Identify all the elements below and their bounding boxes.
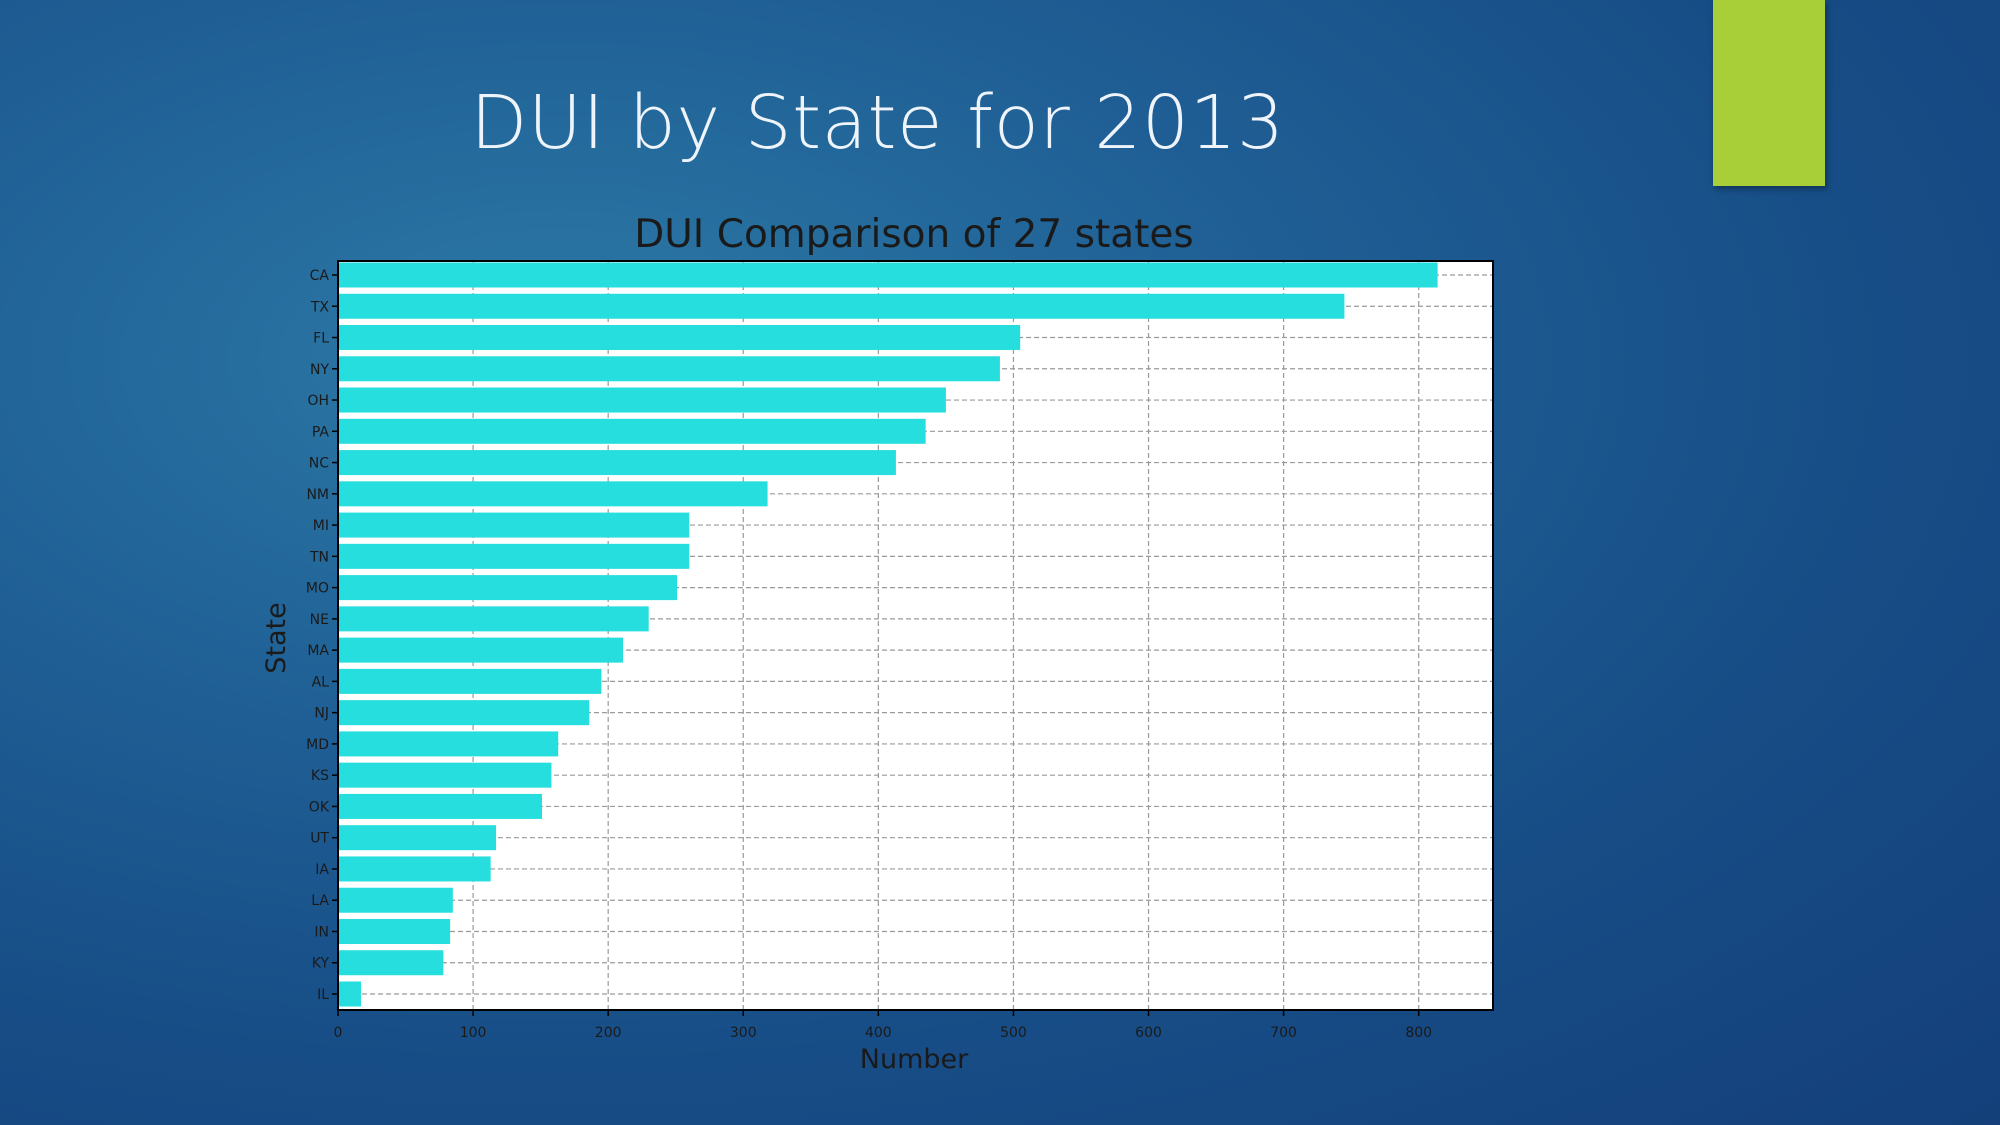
bar-mo	[338, 575, 678, 601]
y-tick-label: CA	[310, 268, 330, 284]
bar-nj	[338, 700, 590, 726]
y-tick-label: KY	[312, 956, 330, 972]
bar-al	[338, 668, 602, 694]
y-tick-label: IA	[315, 862, 329, 878]
y-tick-label: NC	[309, 456, 329, 472]
y-tick-label: FL	[313, 331, 329, 347]
x-tick-label: 700	[1270, 1025, 1297, 1041]
chart-title: DUI Comparison of 27 states	[634, 212, 1194, 257]
y-axis-label: State	[261, 602, 292, 673]
y-tick-label: MO	[306, 581, 329, 597]
bar-ne	[338, 606, 649, 632]
y-tick-label: MD	[306, 737, 329, 753]
bar-oh	[338, 387, 946, 413]
y-tick-label: NM	[306, 487, 329, 503]
y-tick-label: IL	[317, 987, 329, 1003]
x-tick-label: 600	[1135, 1025, 1162, 1041]
plot-frame	[337, 260, 1494, 1011]
y-tick-label: PA	[312, 424, 330, 440]
y-tick-label: OK	[309, 799, 330, 815]
y-tick-label: NE	[310, 612, 329, 628]
bar-tn	[338, 543, 690, 569]
bar-pa	[338, 418, 926, 444]
bar-la	[338, 887, 453, 913]
y-tick-label: TN	[309, 549, 329, 565]
x-axis-label: Number	[860, 1044, 969, 1075]
x-tick-labels: 0 100 200 300 400 500 600 700 800	[334, 1010, 1432, 1041]
slide-title: DUI by State for 2013	[470, 80, 1285, 166]
bar-ut	[338, 825, 497, 851]
y-tick-label: MI	[313, 518, 329, 534]
bar-nm	[338, 481, 768, 507]
x-tick-label: 0	[334, 1025, 343, 1041]
bar-ok	[338, 793, 542, 819]
bar-ky	[338, 950, 444, 976]
accent-bar	[1713, 0, 1825, 186]
bar-in	[338, 918, 451, 944]
x-tick-label: 300	[730, 1025, 757, 1041]
bar-ks	[338, 762, 552, 788]
y-tick-label: UT	[310, 831, 329, 847]
y-tick-label: NJ	[314, 706, 329, 722]
bar-fl	[338, 325, 1021, 351]
x-tick-label: 100	[460, 1025, 487, 1041]
y-tick-label: NY	[310, 362, 329, 378]
bar-il	[338, 981, 361, 1007]
y-tick-label: AL	[312, 674, 330, 690]
bar-mi	[338, 512, 690, 538]
y-tick-label: LA	[311, 893, 329, 909]
x-tick-label: 500	[1000, 1025, 1027, 1041]
bar-ma	[338, 637, 624, 663]
y-tick-label: KS	[311, 768, 329, 784]
y-tick-label: IN	[314, 924, 329, 940]
y-tick-label: OH	[307, 393, 329, 409]
x-tick-label: 400	[865, 1025, 892, 1041]
plot-area	[338, 261, 1493, 1010]
y-tick-label: TX	[310, 299, 330, 315]
bars	[338, 262, 1438, 1007]
bar-md	[338, 731, 559, 757]
bar-tx	[338, 293, 1345, 319]
bar-ca	[338, 262, 1438, 288]
x-tick-label: 200	[595, 1025, 622, 1041]
bar-ia	[338, 856, 491, 882]
y-tick-label: MA	[307, 643, 329, 659]
x-tick-label: 800	[1405, 1025, 1432, 1041]
y-tick-labels: CA TX FL NY OH PA NC NM MI TN MO NE MA AL NJ MD KS OK UT IA…	[306, 268, 338, 1003]
bar-ny	[338, 356, 1000, 382]
bar-nc	[338, 450, 896, 476]
